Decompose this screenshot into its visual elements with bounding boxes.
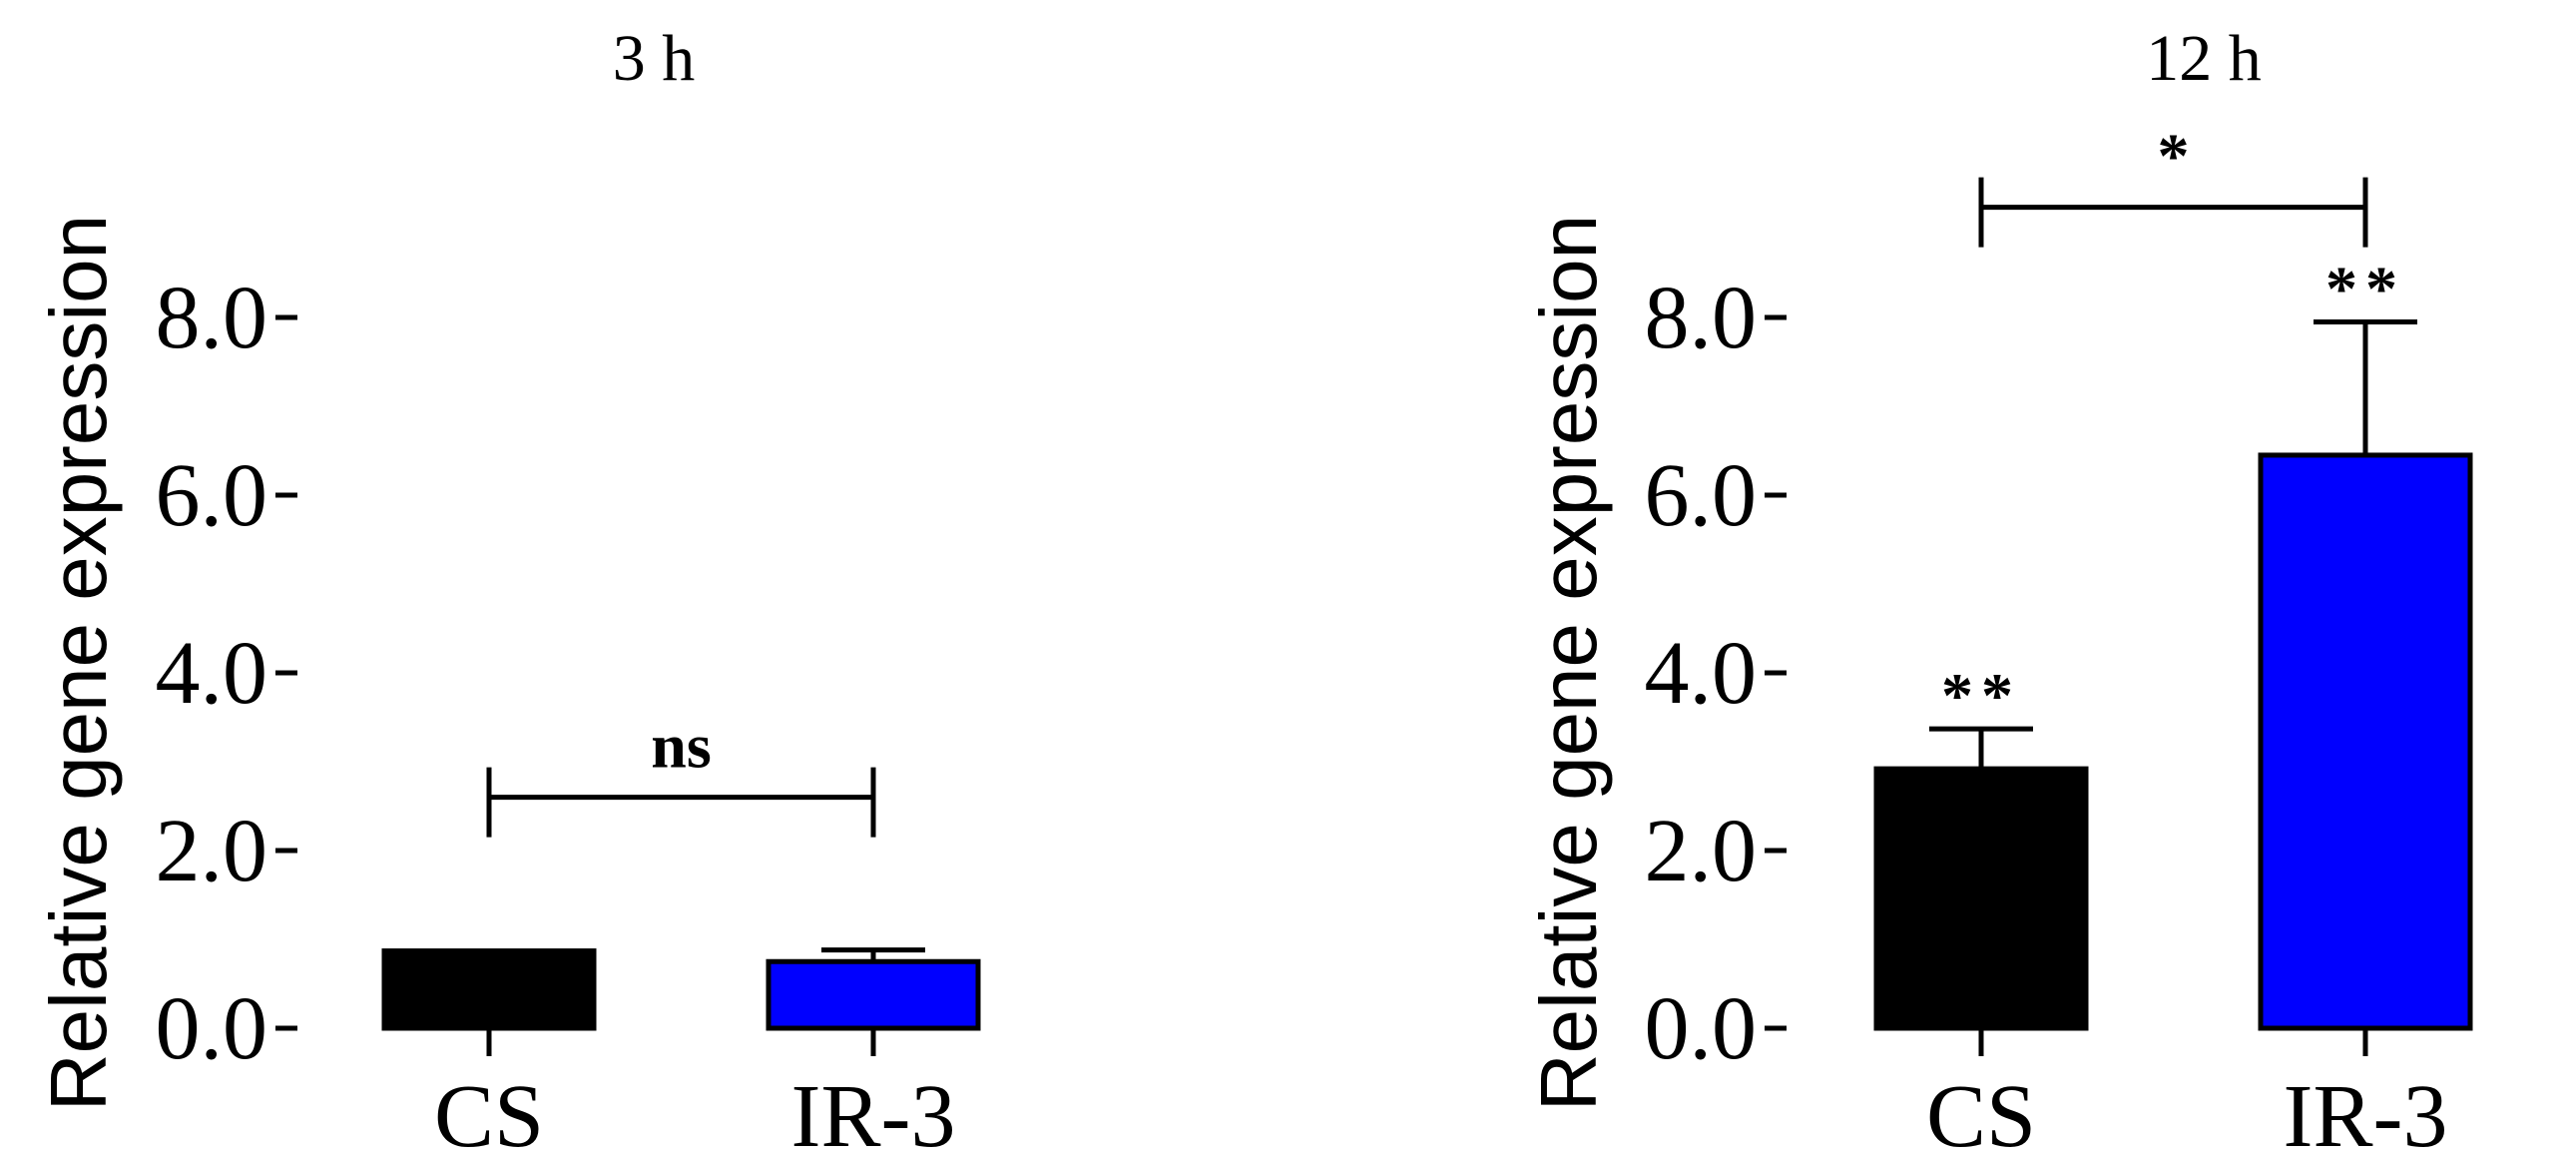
bracket-line [486,767,876,838]
bars [1873,452,2473,1031]
y-tick-label: 6.0 [1645,446,1758,545]
x-tick-label: IR-3 [791,1067,956,1160]
y-tick-label: 8.0 [156,269,268,367]
y-ticks: 0.0 2.0 4.0 6.0 8.0 [156,269,297,1078]
y-ticks: 0.0 2.0 4.0 6.0 8.0 [1645,269,1787,1078]
x-tick-label: CS [1926,1067,2036,1160]
error-bars [1929,318,2417,770]
panel-12h: 12 h Relative gene expression 0.0 2.0 4.0 6… [1524,22,2473,1160]
comparison-label: ns [651,711,712,782]
bar-cs [381,948,597,1031]
y-axis-label: Relative gene expression [1524,215,1613,1111]
bar-ir-3 [766,958,981,1031]
x-tick-label: CS [434,1067,544,1160]
y-tick-label: 6.0 [156,446,268,545]
error-bars [821,947,925,962]
x-tick-labels: CS IR-3 [434,1028,956,1160]
panel-title: 12 h [2146,22,2262,95]
significance-marker: ** [1941,660,2021,731]
y-tick-label: 2.0 [156,802,268,900]
y-tick-label: 0.0 [156,979,268,1078]
comparison-bracket: * [1978,121,2368,248]
comparison-bracket: ns [486,711,876,838]
panel-3h: 3 h Relative gene expression 0.0 2.0 4.0 6.… [34,22,981,1160]
x-tick-labels: CS IR-3 [1926,1028,2448,1160]
y-tick-label: 8.0 [1645,269,1758,367]
y-axis-label: Relative gene expression [34,215,123,1111]
significance-marker: ** [2325,253,2405,323]
y-tick-label: 4.0 [156,624,268,723]
comparison-label: * [2158,121,2190,192]
x-tick-label: IR-3 [2284,1067,2448,1160]
bar-annotations: ** ** [1941,253,2405,731]
bracket-line [1978,177,2368,248]
bar-cs [1873,766,2089,1031]
y-tick-label: 2.0 [1645,802,1758,900]
y-tick-label: 0.0 [1645,979,1758,1078]
bar-ir-3 [2258,452,2473,1031]
y-tick-label: 4.0 [1645,624,1758,723]
bars [381,948,981,1031]
panel-title: 3 h [613,22,696,95]
